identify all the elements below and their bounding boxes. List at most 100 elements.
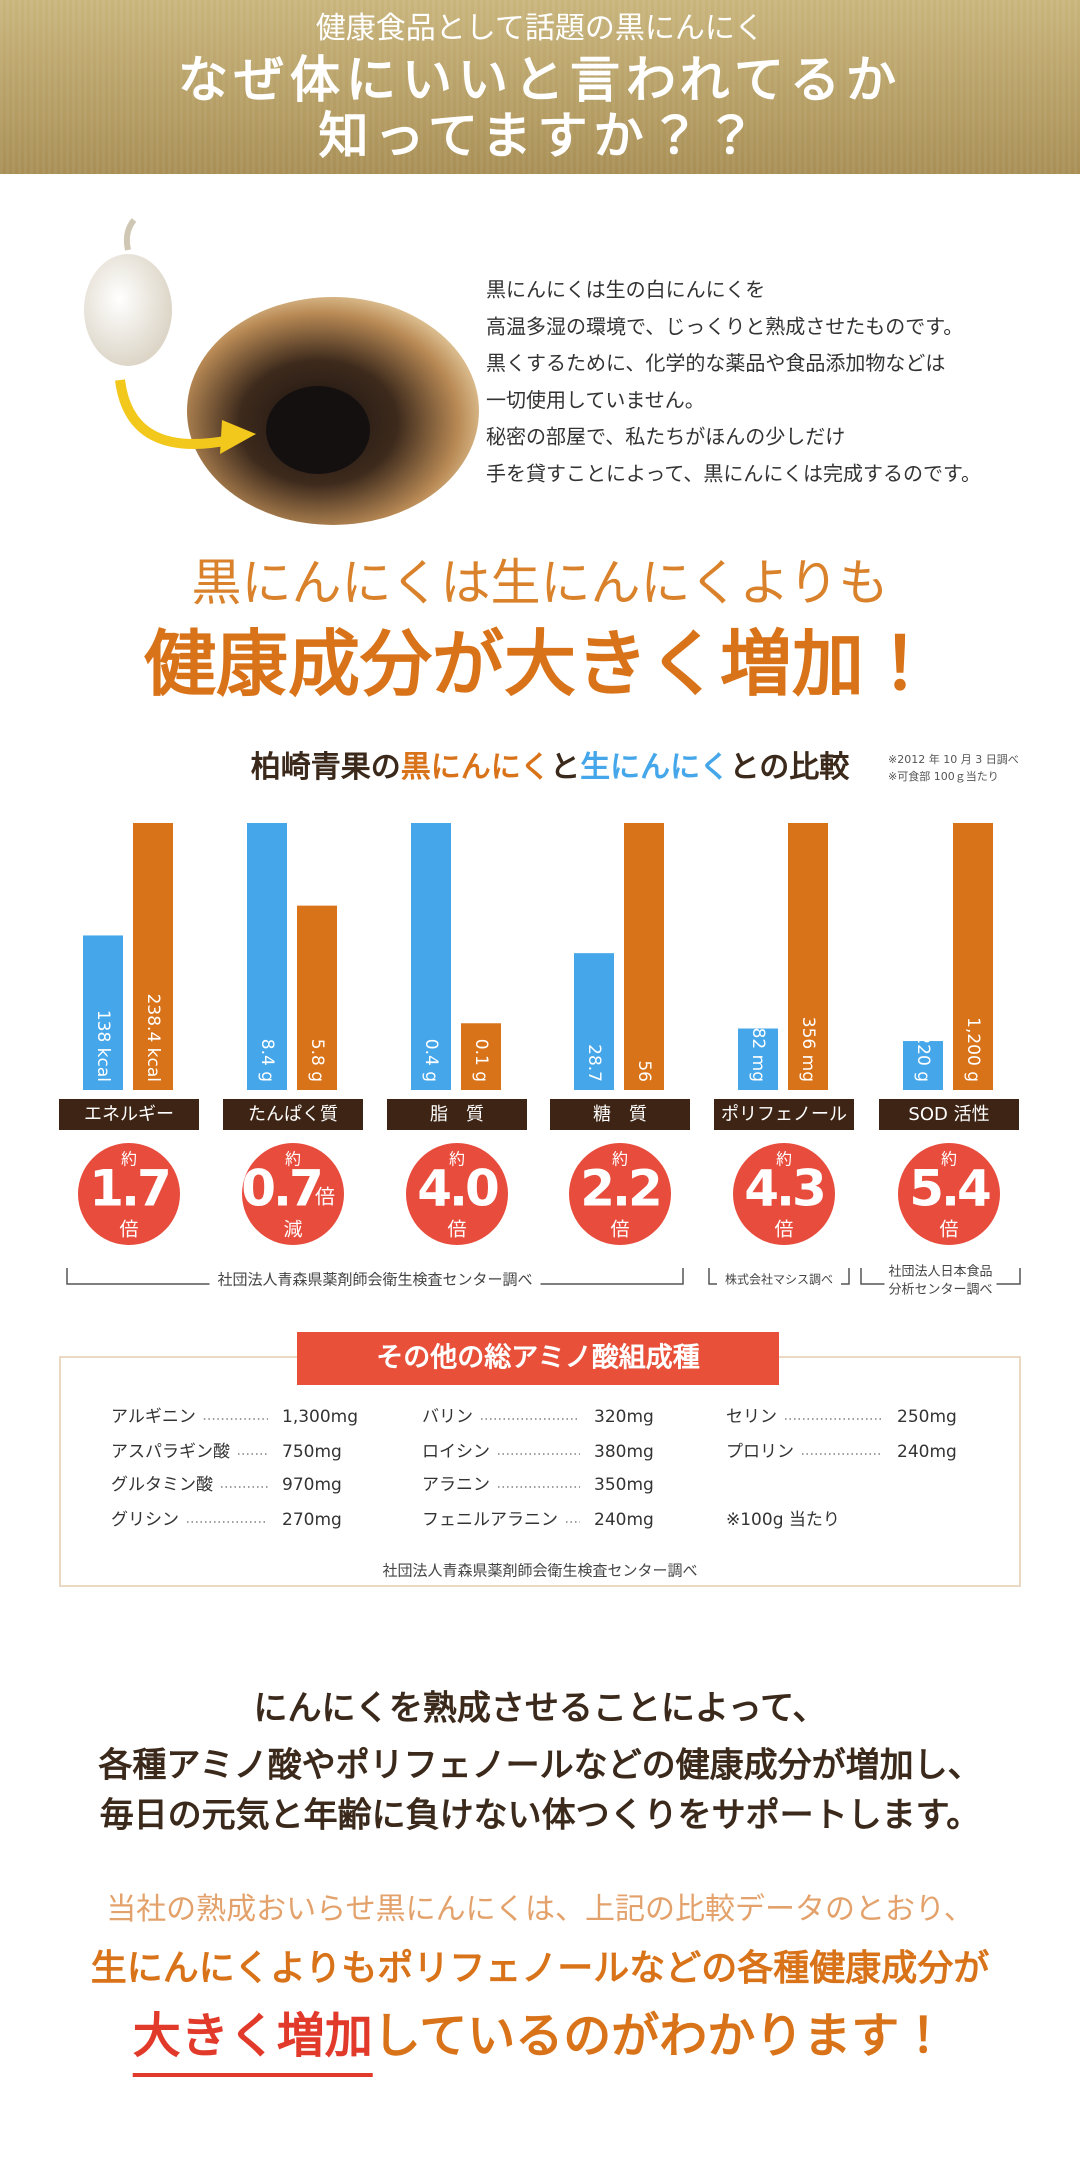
bar-value-label: 1,200 g	[963, 1017, 983, 1082]
ratio-badge	[898, 1143, 1000, 1245]
amino-name: グリシン	[111, 1510, 179, 1530]
closing-line: にんにくを熟成させることによって、	[254, 1689, 827, 1729]
category-label: SOD 活性	[908, 1104, 989, 1125]
amino-source: 社団法人青森県薬剤師会衛生検査センター調べ	[382, 1562, 697, 1580]
title-part: 黒にんにく	[401, 750, 550, 785]
ratio-unit: 倍	[315, 1185, 335, 1209]
highlight-line: 生にんにくよりもポリフェノールなどの各種健康成分が	[91, 1947, 990, 1989]
bar	[903, 1041, 943, 1090]
ratio-value: 4.3	[744, 1160, 824, 1218]
ratio-badge	[242, 1143, 344, 1245]
headline-main: 健康成分が大きく増加！	[144, 621, 936, 706]
source-label-bg	[209, 1270, 541, 1289]
header-subtitle: 健康食品として話題の黒にんにく	[316, 11, 765, 46]
amino-name: セリン	[726, 1407, 777, 1427]
amino-name: アスパラギン酸	[111, 1442, 230, 1462]
category-box	[714, 1099, 854, 1130]
bar	[247, 823, 287, 1090]
final-emphasis: 大きく増加	[133, 2008, 373, 2064]
amino-amount: 240mg	[594, 1510, 654, 1530]
final-rest: しているのがわかります！	[373, 2008, 948, 2064]
title-part: と	[550, 750, 580, 785]
amino-amount: 240mg	[897, 1442, 957, 1462]
headline-lead: 黒にんにくは生にんにくよりも	[192, 554, 889, 612]
category-box	[59, 1099, 199, 1130]
ratio-prefix: 約	[776, 1150, 792, 1169]
ratio-prefix: 約	[941, 1150, 957, 1169]
ratio-prefix: 約	[612, 1150, 628, 1169]
amino-name: バリン	[422, 1407, 473, 1427]
closing-line: 毎日の元気と年齢に負けない体つくりをサポートします。	[100, 1796, 981, 1836]
ratio-unit: 倍	[774, 1219, 793, 1241]
category-box	[387, 1099, 527, 1130]
arrow	[115, 379, 231, 449]
black-clove	[266, 386, 370, 474]
intro-line: 秘密の部屋で、私たちがほんの少しだけ	[486, 425, 845, 449]
intro-line: 高温多湿の環境で、じっくりと熟成させたものです。	[486, 314, 963, 338]
white-garlic	[84, 254, 172, 366]
ratio-badge	[406, 1143, 508, 1245]
comparison-title: 柏崎青果の黒にんにくと生にんにくとの比較	[251, 750, 851, 785]
bar	[738, 1028, 778, 1090]
title-part: 生にんにく	[580, 750, 729, 785]
category-label: エネルギー	[84, 1104, 174, 1125]
amino-amount: 350mg	[594, 1475, 654, 1495]
amino-name: ロイシン	[422, 1442, 490, 1462]
amino-note: ※100g 当たり	[726, 1510, 840, 1530]
amino-amount: 270mg	[282, 1510, 342, 1530]
category-label: たんぱく質	[248, 1104, 338, 1125]
bar-value-label: 56	[634, 1060, 654, 1082]
amino-name: フェニルアラニン	[422, 1510, 558, 1530]
amino-name: グルタミン酸	[111, 1475, 213, 1495]
header-title: 知ってますか？？	[319, 106, 762, 165]
ratio-value: 0.7	[241, 1160, 321, 1218]
bar	[461, 1023, 501, 1090]
bar-value-label: 82 mg	[748, 1028, 768, 1082]
amino-box	[59, 1356, 1021, 1587]
comparison-note: ※2012 年 10 月 3 日調べ	[888, 752, 1019, 766]
bar-value-label: 0.1 g	[471, 1039, 491, 1082]
source-label: 分析センター調べ	[888, 1283, 992, 1298]
source-label: 社団法人青森県薬剤師会衛生検査センター調べ	[217, 1271, 532, 1289]
ratio-value: 4.0	[417, 1160, 498, 1218]
bar-value-label: 5.8 g	[307, 1039, 327, 1082]
source-label: 社団法人日本食品	[888, 1265, 992, 1280]
amino-amount: 320mg	[594, 1407, 654, 1427]
category-label: ポリフェノール	[721, 1104, 847, 1125]
ratio-prefix: 約	[285, 1150, 301, 1169]
arrow-head	[220, 420, 256, 454]
amino-amount: 380mg	[594, 1442, 654, 1462]
bar	[574, 953, 614, 1090]
category-box	[550, 1099, 690, 1130]
bar	[133, 823, 173, 1090]
ratio-badge	[569, 1143, 671, 1245]
bar-value-label: 28.7	[584, 1044, 604, 1082]
source-label-bg	[884, 1282, 997, 1298]
amino-amount: 750mg	[282, 1442, 342, 1462]
ratio-note: 減	[283, 1219, 302, 1241]
amino-name: アラニン	[422, 1475, 490, 1495]
comparison-note: ※可食部 100ｇ当たり	[888, 769, 999, 783]
amino-amount: 250mg	[897, 1407, 957, 1427]
bar	[788, 823, 828, 1090]
bar-value-label: 138 kcal	[93, 1010, 113, 1082]
garlic-illustration	[84, 218, 479, 525]
amino-amount: 970mg	[282, 1475, 342, 1495]
bar	[624, 823, 664, 1090]
ratio-prefix: 約	[121, 1150, 137, 1169]
bar	[297, 905, 337, 1090]
bar	[953, 823, 993, 1090]
highlight-line: 当社の熟成おいらせ黒にんにくは、上記の比較データのとおり、	[106, 1892, 974, 1927]
ratio-value: 1.7	[89, 1160, 169, 1218]
bar	[83, 935, 123, 1090]
intro-line: 一切使用していません。	[486, 388, 705, 412]
ratio-value: 2.2	[580, 1160, 660, 1218]
title-part: との比較	[730, 750, 851, 785]
bar-value-label: 220 g	[913, 1033, 933, 1082]
ratio-badge	[733, 1143, 835, 1245]
ratio-unit: 倍	[610, 1219, 629, 1241]
source-label: 株式会社マシス調べ	[725, 1272, 833, 1287]
source-label-bg	[716, 1271, 842, 1287]
